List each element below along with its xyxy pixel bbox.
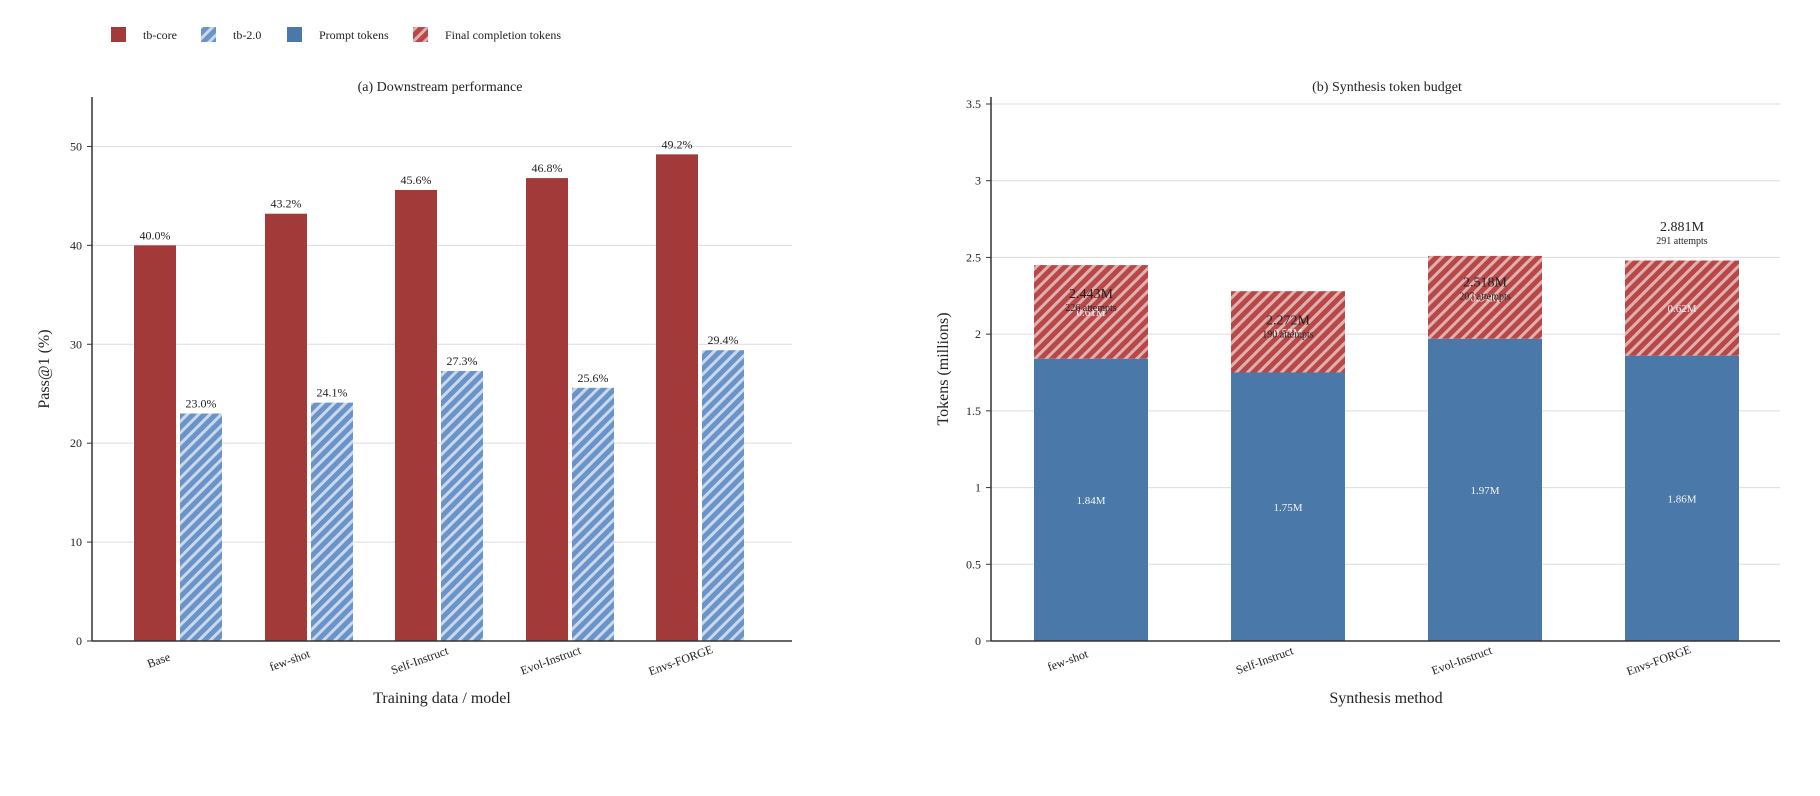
panel-b-x-tick-few-shot: few-shot [1046,646,1091,674]
panel-a-x-ticks: Base few-shot Self-Instruct Evol-Instruct En… [145,642,714,678]
bar-label-tb-core-envs-forge: 49.2% [662,137,693,151]
legend-item-prompt-tokens: Prompt tokens [287,27,389,42]
total-label-evol-instruct: 2.518M [1463,276,1508,291]
panel-a-title: (a) Downstream performance [358,80,523,95]
legend-swatch-tb-core [111,27,126,42]
panel-a-bars [134,154,744,642]
attempts-label-evol-instruct: 207 attempts [1459,292,1510,303]
segment-label-final-completion-tokens-envs-forge: 0.62M [1667,303,1696,315]
bar-label-tb-2-0-few-shot: 24.1% [317,386,348,400]
legend-item-tb-core: tb-core [111,27,177,42]
panel-a-y-tick-label: 20 [70,436,82,450]
panel-b-x-ticks: few-shot Self-Instruct Evol-Instruct Envs-F… [1046,642,1693,678]
panel-a-y-axis-title: Pass@1 (%) [36,329,53,408]
bar-tb-2-0-self-instruct [441,370,483,641]
legend-swatch-final-completion-tokens [413,27,428,42]
bar-label-tb-2-0-base: 23.0% [186,397,217,411]
legend-label-prompt-tokens: Prompt tokens [319,28,389,42]
segment-label-prompt-tokens-evol-instruct: 1.97M [1470,485,1499,497]
bar-tb-core-self-instruct [395,189,437,641]
panel-b-synthesis-token-budget: (b) Synthesis token budget 1.84M 0.61M 2.4… [935,80,1780,707]
panel-b-x-tick-envs-forge: Envs-FORGE [1625,642,1693,678]
panel-b-bars [1034,255,1739,641]
bar-label-tb-core-evol-instruct: 46.8% [532,161,563,175]
legend-label-tb-core: tb-core [143,28,177,42]
segment-final-completion-tokens-evol-instruct [1428,255,1542,339]
segment-label-prompt-tokens-few-shot: 1.84M [1076,495,1105,507]
bar-label-tb-core-self-instruct: 45.6% [401,173,432,187]
segment-label-prompt-tokens-self-instruct: 1.75M [1273,502,1302,514]
panel-b-y-tick-label: 1 [975,481,981,495]
panel-a-x-tick-envs-forge: Envs-FORGE [647,642,715,678]
segment-prompt-tokens-evol-instruct [1428,338,1542,641]
segment-final-completion-tokens-few-shot [1034,265,1148,359]
panel-b-x-tick-self-instruct: Self-Instruct [1234,643,1296,677]
segment-prompt-tokens-few-shot [1034,358,1148,641]
segment-label-final-completion-tokens-self-instruct: 0.53M [1273,327,1302,339]
segment-label-final-completion-tokens-evol-instruct: 0.54M [1470,292,1499,304]
bar-tb-core-few-shot [265,213,307,642]
legend-swatch-prompt-tokens [287,27,302,42]
legend-item-final-completion-tokens: Final completion tokens [413,27,561,42]
bar-tb-2-0-few-shot [311,402,353,641]
panel-a-downstream-performance: (a) Downstream performance 40.0% 23.0% 43.… [36,80,792,707]
attempts-label-few-shot: 226 attempts [1065,303,1116,314]
segment-label-final-completion-tokens-few-shot: 0.61M [1076,307,1105,319]
panel-a-y-tick-label: 40 [70,238,82,252]
attempts-label-self-instruct: 190 attempts [1262,329,1313,340]
panel-b-title: (b) Synthesis token budget [1312,80,1462,95]
segment-final-completion-tokens-self-instruct [1231,291,1345,373]
bar-label-tb-core-few-shot: 43.2% [271,197,302,211]
panel-b-y-tick-label: 2 [975,327,981,341]
panel-a-y-tick-label: 30 [70,337,82,351]
bar-tb-core-base [134,245,176,641]
bar-label-tb-2-0-envs-forge: 29.4% [708,333,739,347]
bar-tb-core-envs-forge [656,154,698,641]
panel-a-x-axis-title: Training data / model [373,690,511,707]
panel-a-x-tick-evol-instruct: Evol-Instruct [518,643,583,678]
panel-a-y-ticks: 0 10 20 30 40 50 [70,139,92,648]
legend-swatch-tb-2-0 [201,27,216,42]
panel-b-y-tick-label: 1.5 [966,404,981,418]
panel-b-y-tick-label: 3.5 [966,97,981,111]
panel-b-y-tick-label: 0 [975,634,981,648]
total-label-few-shot: 2.443M [1069,287,1114,302]
bar-tb-2-0-base [180,413,222,641]
panel-a-y-tick-label: 0 [76,634,82,648]
bar-tb-2-0-evol-instruct [572,387,614,641]
panel-a-y-tick-label: 10 [70,535,82,549]
legend: tb-core tb-2.0 Prompt tokens Final compl… [111,27,561,42]
bar-label-tb-core-base: 40.0% [140,228,171,242]
panel-b-y-axis-title: Tokens (millions) [935,312,952,425]
segment-prompt-tokens-self-instruct [1231,372,1345,641]
attempts-label-envs-forge: 291 attempts [1656,236,1707,247]
bar-tb-2-0-envs-forge [702,350,744,641]
panel-a-y-tick-label: 50 [70,139,82,153]
panel-b-y-ticks: 0 0.5 1 1.5 2 2.5 3 3.5 [966,97,991,648]
total-label-envs-forge: 2.881M [1660,220,1705,235]
segment-prompt-tokens-envs-forge [1625,355,1739,641]
panel-b-y-tick-label: 0.5 [966,557,981,571]
legend-label-final-completion-tokens: Final completion tokens [445,28,561,42]
panel-b-y-tick-label: 3 [975,174,981,188]
panel-a-bar-labels: 40.0% 23.0% 43.2% 24.1% 45.6% 27.3% 46.8% 25.6%… [140,137,739,410]
legend-label-tb-2-0: tb-2.0 [233,28,261,42]
panel-a-x-tick-few-shot: few-shot [268,646,313,674]
total-label-self-instruct: 2.272M [1266,313,1311,328]
bar-label-tb-2-0-evol-instruct: 25.6% [578,371,609,385]
segment-final-completion-tokens-envs-forge [1625,260,1739,356]
panel-a-x-tick-self-instruct: Self-Instruct [389,643,451,677]
panel-b-y-tick-label: 2.5 [966,250,981,264]
panel-b-x-axis-title: Synthesis method [1329,690,1442,707]
panel-a-x-tick-base: Base [145,650,172,671]
segment-label-prompt-tokens-envs-forge: 1.86M [1667,493,1696,505]
bar-label-tb-2-0-self-instruct: 27.3% [447,354,478,368]
panel-b-x-tick-evol-instruct: Evol-Instruct [1429,643,1494,678]
bar-tb-core-evol-instruct [526,178,568,641]
legend-item-tb-2-0: tb-2.0 [201,27,261,42]
